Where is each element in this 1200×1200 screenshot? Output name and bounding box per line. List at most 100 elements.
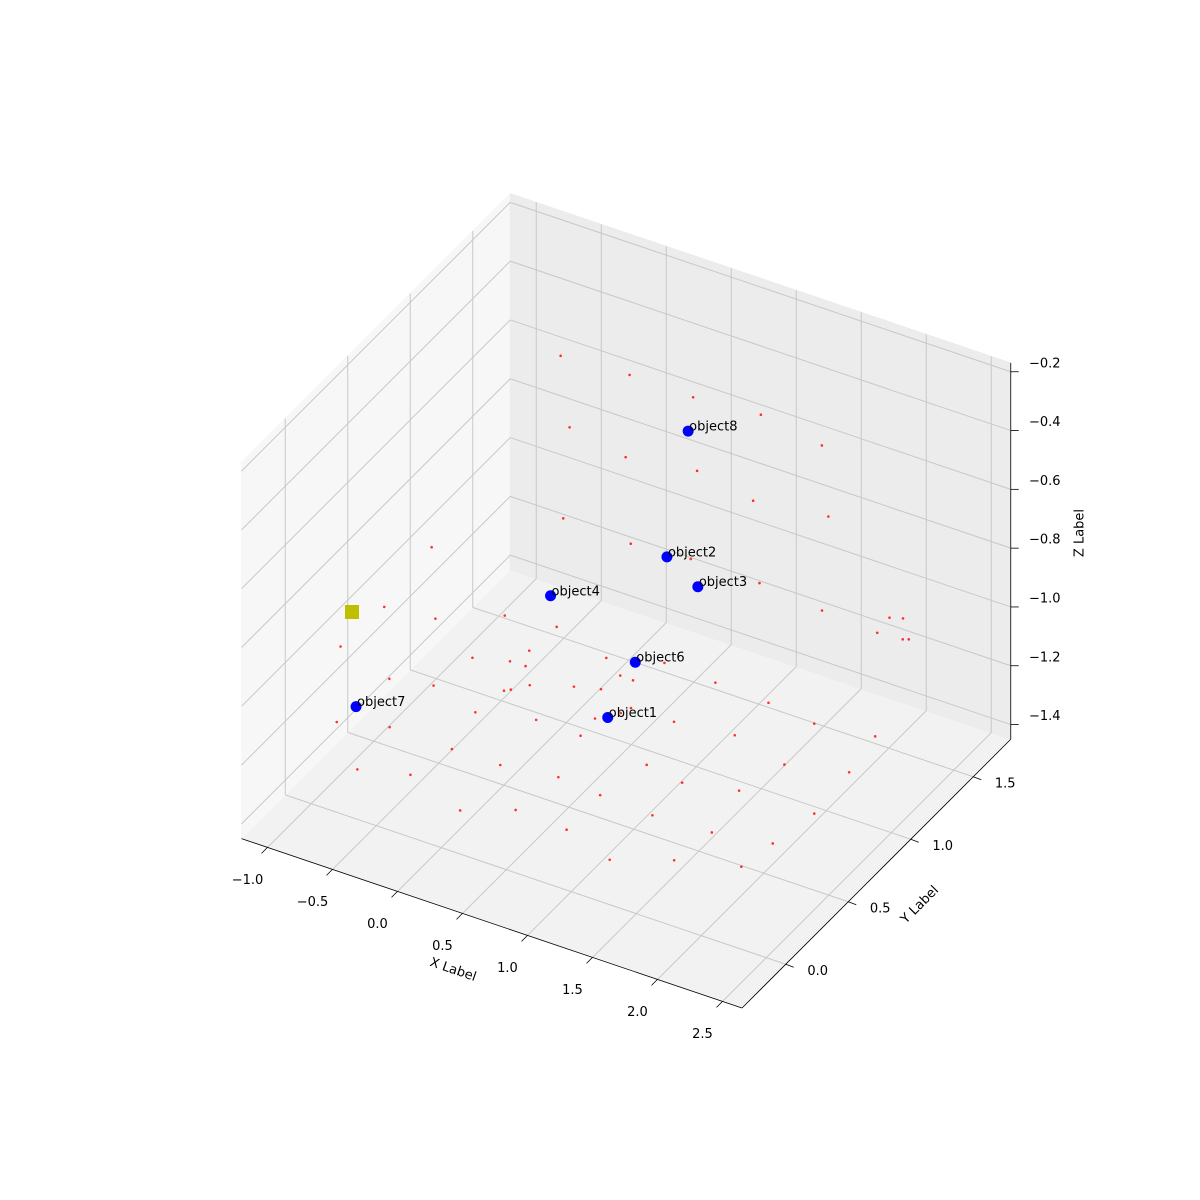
z-tick-label: −0.8 [1029, 533, 1061, 548]
grid-line [722, 732, 992, 1002]
grid-line [241, 260, 511, 531]
tick-mark [521, 935, 528, 942]
cloud-point [503, 614, 507, 617]
grid-line [510, 437, 1011, 608]
object-label: object1 [609, 706, 657, 721]
cloud-point [733, 733, 737, 737]
cloud-point [629, 706, 633, 710]
object-point [682, 425, 694, 437]
cloud-point [474, 710, 477, 714]
grid-line [510, 378, 1011, 549]
grid-line [241, 319, 511, 590]
cloud-point [629, 542, 633, 546]
cloud-point [430, 545, 433, 549]
cloud-point [356, 768, 359, 771]
cloud-point [618, 674, 622, 677]
y-tick-label: 1.5 [995, 776, 1016, 791]
grid-line [241, 554, 511, 825]
cloud-point [873, 735, 877, 738]
grid-line [592, 688, 862, 958]
z-tick-label: −0.6 [1029, 474, 1061, 489]
cloud-point [628, 373, 631, 377]
tick-mark [391, 891, 398, 898]
cloud-point [599, 687, 603, 691]
cloud-point [432, 684, 435, 687]
x-tick-label: 0.5 [432, 939, 453, 954]
cloud-point [568, 425, 571, 429]
cloud-point [737, 789, 741, 792]
cloud-point [579, 734, 582, 738]
cloud-point [680, 781, 684, 784]
grid-line [332, 600, 602, 870]
cloud-point [559, 354, 562, 358]
grid-line [267, 578, 537, 848]
tick-mark [848, 901, 857, 906]
object-point [661, 551, 673, 563]
grid-line [510, 495, 1011, 667]
object-label: object7 [357, 695, 405, 710]
cloud-point [695, 469, 699, 473]
grid-line [410, 669, 911, 840]
cloud-point [561, 517, 565, 520]
cloud-point [598, 793, 602, 797]
tick-mark [785, 963, 794, 968]
cloud-point [524, 664, 527, 668]
object-point [692, 581, 704, 593]
cloud-point [751, 499, 755, 503]
object-point [602, 711, 614, 723]
object-label: object3 [699, 575, 747, 590]
tick-mark [716, 1001, 723, 1008]
tick-mark [973, 776, 982, 781]
grid-line [241, 495, 511, 766]
cloud-point [759, 413, 763, 417]
y-tick-label: 0.0 [807, 964, 828, 979]
axis-line [241, 838, 743, 1009]
grid-line [347, 731, 849, 903]
cloud-point [593, 717, 597, 720]
cloud-point [450, 747, 454, 751]
object-point [350, 701, 362, 713]
cloud-point [509, 688, 513, 691]
object-label: object2 [668, 545, 716, 560]
cloud-point [771, 842, 775, 845]
tick-mark [586, 957, 593, 964]
y-tick-label: 1.0 [932, 839, 953, 854]
z-tick-label: −0.4 [1029, 415, 1061, 430]
grid-line [397, 622, 667, 892]
cloud-point [907, 638, 911, 641]
grid-line [241, 437, 511, 707]
cloud-point [555, 625, 558, 629]
cloud-point [382, 605, 386, 609]
cloud-point [691, 395, 695, 399]
z-tick-label: −1.2 [1029, 650, 1061, 665]
cloud-point [527, 649, 531, 652]
cloud-point [335, 720, 339, 724]
cloud-point [528, 683, 532, 687]
z-tick-label: −0.2 [1029, 356, 1061, 371]
cloud-point [767, 701, 770, 705]
tick-mark [910, 838, 919, 843]
z-tick-label: −1.0 [1029, 591, 1061, 606]
object-label: object6 [636, 651, 684, 666]
grid-line [510, 201, 1011, 373]
cloud-point [740, 865, 743, 868]
grid-line [510, 319, 1011, 490]
cloud-point [714, 681, 717, 684]
x-tick-label: 2.5 [692, 1027, 713, 1042]
cloud-point [388, 677, 391, 681]
cloud-point [508, 660, 512, 663]
y-tick-label: 0.5 [870, 901, 891, 916]
cloud-point [812, 722, 816, 725]
tick-mark [326, 869, 333, 876]
cloud-point [901, 638, 905, 641]
x-tick-label: −0.5 [297, 895, 329, 910]
grid-line [241, 201, 511, 472]
cloud-point [557, 775, 560, 779]
cloud-point [820, 444, 824, 447]
cloud-point [645, 763, 648, 767]
grid-line [657, 710, 927, 980]
tick-mark [261, 847, 268, 854]
grid-line [472, 606, 974, 778]
